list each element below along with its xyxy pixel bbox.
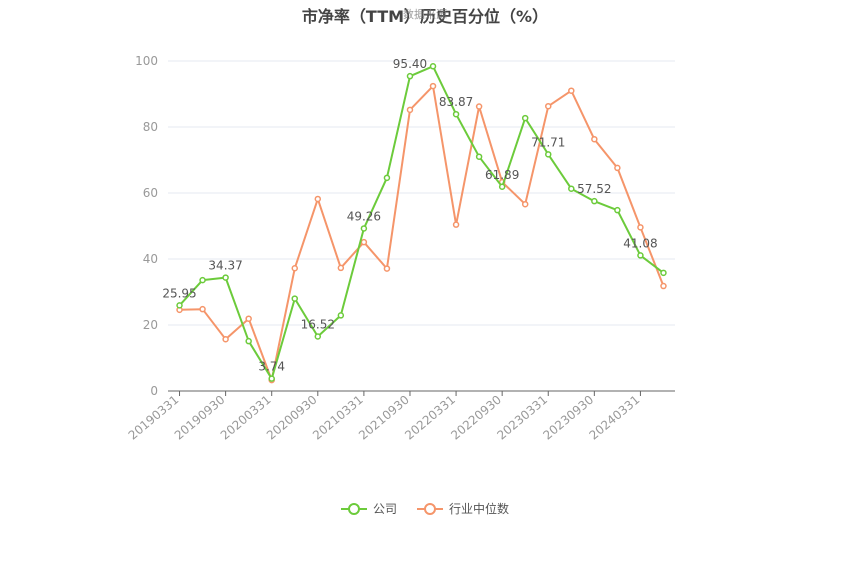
x-tick-label: 20210930 (356, 393, 412, 443)
data-label: 41.08 (623, 236, 657, 250)
data-label: 34.37 (208, 259, 242, 273)
watermark: 数据来源 (403, 8, 447, 21)
series-point-0 (337, 312, 345, 319)
x-tick-label: 20200930 (264, 393, 320, 443)
series-point-1 (360, 238, 368, 246)
legend-marker-company (340, 502, 367, 515)
legend-item-industry-median[interactable]: 行业中位数 (417, 500, 509, 517)
y-tick-label: 0 (150, 384, 158, 398)
series-point-1 (337, 264, 345, 272)
series-point-1 (521, 200, 529, 208)
data-label: 57.52 (577, 182, 611, 196)
data-label: 83.87 (439, 95, 473, 109)
series-point-1 (475, 103, 483, 110)
series-point-0 (568, 185, 575, 192)
y-tick-label: 80 (143, 120, 158, 134)
series-point-1 (429, 82, 437, 90)
data-label: 61.89 (485, 168, 519, 182)
legend-item-company[interactable]: 公司 (340, 500, 397, 517)
series-point-1 (591, 135, 598, 143)
series-point-0 (498, 183, 506, 191)
series-point-0 (475, 153, 483, 160)
series-point-1 (199, 305, 206, 313)
series-point-1 (568, 87, 575, 94)
legend-label-company: 公司 (372, 502, 397, 516)
series-point-0 (614, 206, 621, 214)
x-tick-label: 20240331 (587, 393, 643, 443)
series-point-0 (521, 114, 529, 122)
data-label: 71.71 (531, 135, 565, 149)
series-point-0 (222, 274, 229, 281)
series-point-0 (429, 63, 437, 70)
series-point-0 (591, 197, 598, 205)
legend-marker-industry-median (417, 502, 443, 515)
series-point-0 (383, 174, 391, 182)
x-tick-label: 20210331 (310, 393, 366, 443)
series-point-1 (314, 195, 322, 203)
series-point-0 (176, 302, 183, 309)
series-point-0 (660, 269, 667, 277)
series-point-1 (406, 106, 414, 114)
series-point-0 (199, 276, 206, 284)
series-layer (176, 63, 667, 384)
series-point-1 (545, 102, 552, 110)
x-tick-label: 20200331 (218, 393, 274, 443)
series-point-0 (245, 337, 252, 345)
x-tick-label: 20190331 (126, 393, 182, 443)
series-point-0 (360, 225, 368, 232)
x-tick-label: 20230930 (540, 393, 596, 443)
x-tick-label: 20220930 (448, 393, 504, 443)
y-tick-label: 40 (143, 252, 158, 266)
x-tick-label: 20190930 (172, 393, 228, 443)
series-point-1 (291, 264, 298, 272)
series-point-0 (314, 333, 322, 340)
series-point-0 (291, 295, 298, 302)
data-label: 95.40 (393, 57, 427, 71)
y-tick-label: 60 (143, 186, 158, 200)
series-point-1 (614, 164, 621, 172)
series-point-0 (268, 375, 275, 382)
y-tick-label: 20 (143, 318, 158, 332)
series-line-1 (179, 85, 665, 382)
series-point-0 (452, 110, 460, 118)
grid-layer (168, 60, 675, 326)
x-tick-label: 20230331 (494, 393, 550, 443)
legend: 公司 行业中位数 (0, 500, 850, 517)
series-point-1 (452, 221, 460, 228)
series-point-1 (637, 224, 644, 231)
series-point-0 (406, 72, 414, 80)
series-point-0 (637, 252, 644, 259)
series-point-0 (545, 151, 552, 158)
series-point-1 (660, 282, 667, 290)
series-point-1 (245, 315, 252, 322)
data-label: 3.74 (258, 360, 285, 374)
chart-title: 市净率（TTM）历史百分位（%） (301, 7, 549, 26)
x-tick-label: 20220331 (402, 393, 458, 443)
series-line-0 (178, 65, 665, 380)
series-point-1 (383, 265, 391, 272)
data-label: 25.95 (162, 286, 196, 300)
y-tick-label: 100 (135, 54, 158, 68)
legend-label-industry-median: 行业中位数 (449, 502, 510, 516)
axis-layer: 0 20 40 60 80 100 2019033120190930202003312020… (126, 54, 675, 443)
data-label: 16.52 (301, 317, 335, 331)
data-label: 49.26 (347, 209, 381, 223)
data-label-layer: 25.95 34.37 3.74 16.52 49.26 95.40 83.87 61.89 7… (162, 57, 657, 373)
series-point-1 (222, 335, 229, 343)
